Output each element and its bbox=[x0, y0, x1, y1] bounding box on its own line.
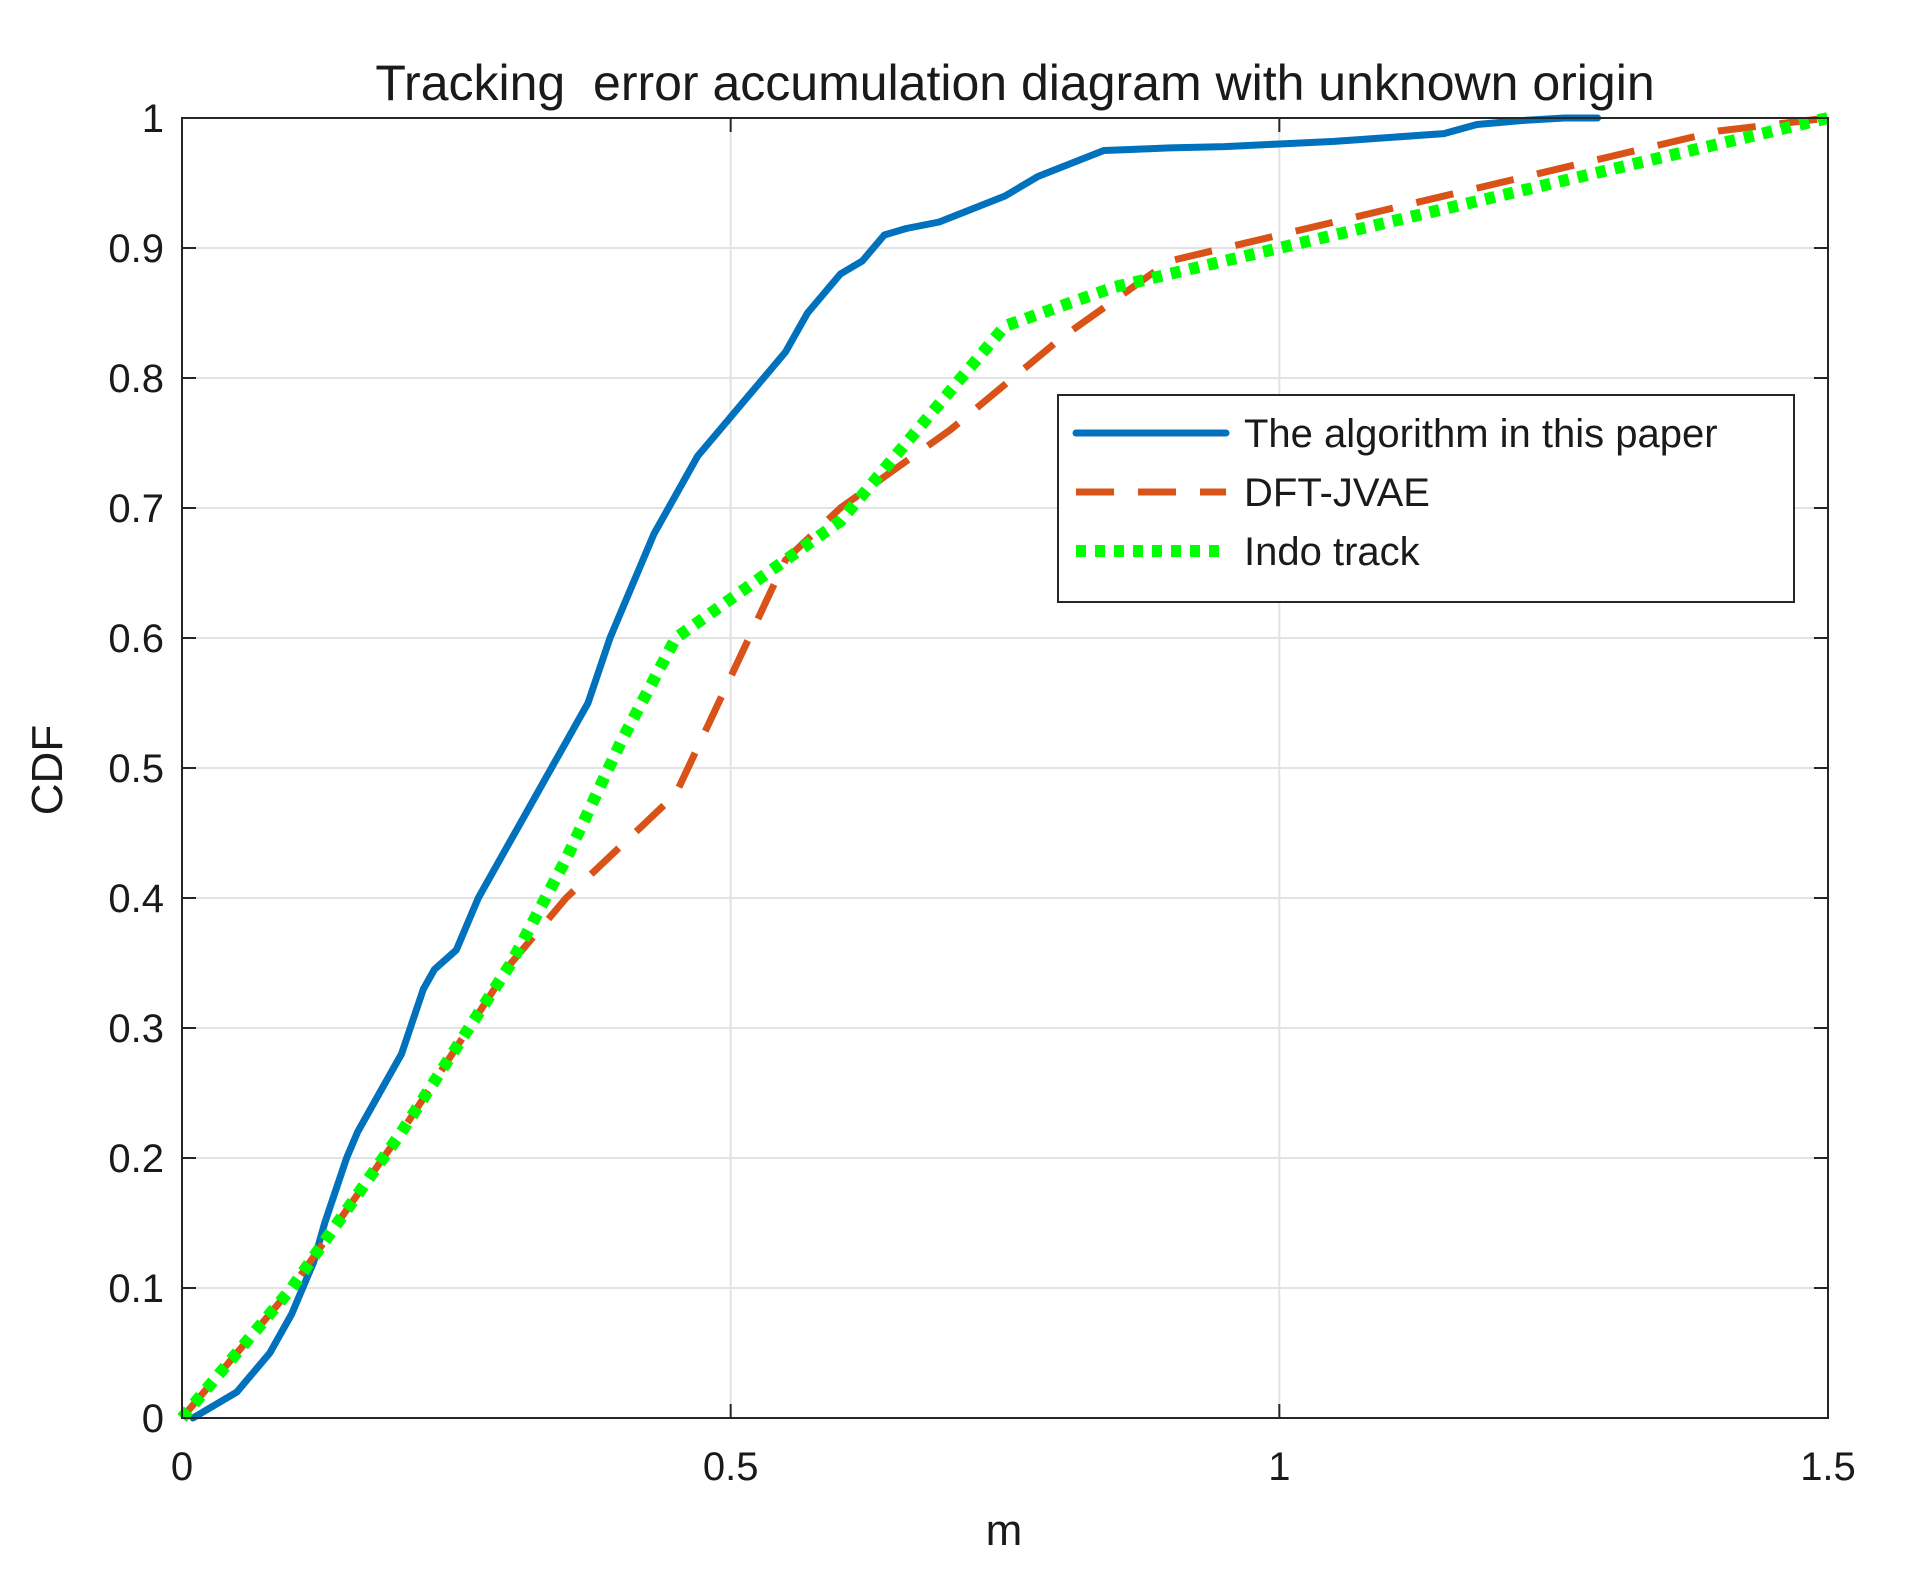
plot-area bbox=[177, 112, 1830, 1422]
legend-items: The algorithm in this paper DFT-JVAE Indo … bbox=[1072, 412, 1718, 574]
y-tick-labels: 0 0.1 0.2 0.3 0.4 0.5 0.6 0.7 0.8 0.9 1 bbox=[108, 97, 164, 1441]
legend-label-1: The algorithm in this paper bbox=[1244, 412, 1718, 456]
x-tick-label: 1.5 bbox=[1800, 1445, 1856, 1489]
y-tick-label: 0.6 bbox=[108, 617, 164, 661]
x-tick-label: 0 bbox=[171, 1445, 193, 1489]
series-layer bbox=[177, 112, 1830, 1422]
legend-label-3: Indo track bbox=[1244, 530, 1421, 574]
legend-label-2: DFT-JVAE bbox=[1244, 471, 1430, 515]
series-line-1 bbox=[189, 114, 1602, 1422]
legend: The algorithm in this paper DFT-JVAE Indo … bbox=[1057, 394, 1795, 603]
y-tick-label: 0.1 bbox=[108, 1267, 164, 1311]
x-axis-label: m bbox=[986, 1506, 1023, 1555]
axis-ticks bbox=[181, 117, 1829, 1419]
y-axis-label: CDF bbox=[23, 725, 72, 815]
y-tick-label: 0.4 bbox=[108, 877, 164, 921]
y-tick-label: 0 bbox=[142, 1397, 164, 1441]
y-tick-label: 1 bbox=[142, 97, 164, 141]
series-line-2 bbox=[179, 114, 1829, 1421]
x-tick-labels: 0 0.5 1 1.5 bbox=[171, 1445, 1856, 1489]
y-tick-label: 0.9 bbox=[108, 227, 164, 271]
y-tick-label: 0.2 bbox=[108, 1137, 164, 1181]
y-tick-label: 0.7 bbox=[108, 487, 164, 531]
chart-title: Tracking error accumulation diagram with… bbox=[375, 55, 1654, 111]
x-tick-label: 0.5 bbox=[703, 1445, 759, 1489]
y-tick-label: 0.5 bbox=[108, 747, 164, 791]
y-tick-label: 0.8 bbox=[108, 357, 164, 401]
x-tick-label: 1 bbox=[1268, 1445, 1290, 1489]
y-tick-label: 0.3 bbox=[108, 1007, 164, 1051]
